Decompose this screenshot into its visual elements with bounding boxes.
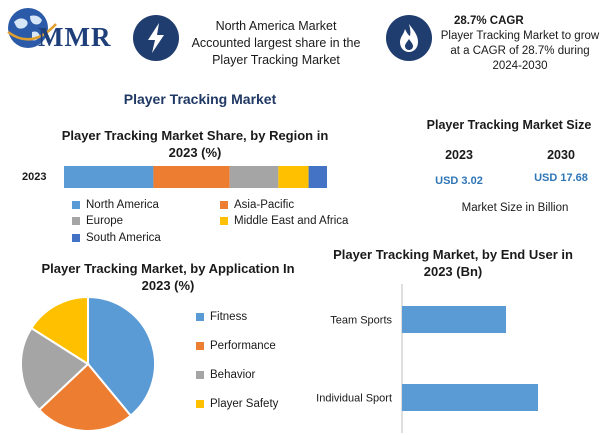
lightning-icon [133, 15, 179, 61]
legend-swatch [220, 217, 228, 225]
end-user-bar-team-sports [402, 306, 506, 333]
market-size-year-2023: 2023 [445, 148, 473, 162]
legend-europe: Europe [72, 215, 123, 227]
market-size-value-2030: USD 17.68 [534, 172, 588, 184]
header-info-text: North America Market Accounted largest s… [191, 19, 361, 67]
legend-label: Performance [210, 340, 276, 352]
region-stacked-bar [64, 166, 327, 188]
pie-legend-player-safety: Player Safety [196, 398, 278, 410]
application-pie-chart [20, 295, 156, 432]
pie-legend-performance: Performance [196, 340, 276, 352]
cagr-heading: 28.7% CAGR [454, 15, 524, 27]
legend-label: Player Safety [210, 398, 279, 410]
end-user-bar-chart: Team Sports Individual Sport [316, 284, 538, 433]
legend-swatch [220, 201, 228, 209]
region-year-label: 2023 [22, 171, 47, 183]
end-user-bar-individual-sport [402, 384, 538, 411]
pie-legend-behavior: Behavior [196, 369, 255, 381]
market-size-unit: Market Size in Billion [430, 202, 600, 214]
market-size-year-2030: 2030 [547, 148, 575, 162]
legend-asia-pacific: Asia-Pacific [220, 199, 294, 211]
flame-icon [386, 15, 432, 61]
cagr-text: Player Tracking Market to grow at a CAGR… [440, 30, 600, 72]
pie-slice-behavior [20, 326, 90, 412]
market-size-title: Player Tracking Market Size [426, 118, 592, 132]
legend-south-america: South America [72, 232, 161, 244]
region-chart-title: Player Tracking Market Share, by Region … [61, 128, 329, 160]
legend-swatch [72, 217, 80, 225]
legend-north-america: North America [72, 199, 159, 211]
legend-middle-east-africa: Middle East and Africa [220, 215, 348, 227]
legend-label: Middle East and Africa [234, 215, 349, 227]
legend-label: Behavior [210, 369, 256, 381]
page-title: Player Tracking Market [123, 91, 277, 107]
bar-segment-europe [229, 166, 279, 188]
legend-swatch [72, 234, 80, 242]
cagr-info: 28.7% CAGR Player Tracking Market to gro… [440, 14, 600, 74]
pie-legend-fitness: Fitness [196, 311, 247, 323]
legend-swatch [72, 201, 80, 209]
legend-label: Asia-Pacific [234, 199, 295, 211]
end-user-category-label: Team Sports [330, 315, 392, 327]
pie-slice-performance [37, 362, 133, 432]
market-size-unit-label: Market Size in Billion [461, 202, 569, 214]
globe-logo-icon [7, 8, 57, 48]
bar-segment-north-america [64, 166, 154, 188]
legend-swatch [196, 400, 204, 408]
bar-segment-south-america [308, 166, 327, 188]
legend-swatch [196, 371, 204, 379]
end-user-category-label: Individual Sport [316, 393, 392, 405]
brand-logo-text: MMR [38, 22, 112, 52]
legend-label: Fitness [210, 311, 248, 323]
legend-label: South America [86, 232, 161, 244]
pie-slice-player-safety [30, 295, 89, 366]
bar-segment-middle-east-and-africa [278, 166, 309, 188]
legend-label: North America [86, 199, 159, 211]
bar-segment-asia-pacific [153, 166, 230, 188]
legend-swatch [196, 342, 204, 350]
market-size-value-2023: USD 3.02 [435, 175, 483, 187]
pie-slice-fitness [87, 295, 156, 418]
legend-swatch [196, 313, 204, 321]
legend-label: Europe [86, 215, 124, 227]
application-chart-title: Player Tracking Market, by Application I… [41, 261, 295, 293]
end-user-chart-title: Player Tracking Market, by End User in 2… [333, 247, 573, 279]
